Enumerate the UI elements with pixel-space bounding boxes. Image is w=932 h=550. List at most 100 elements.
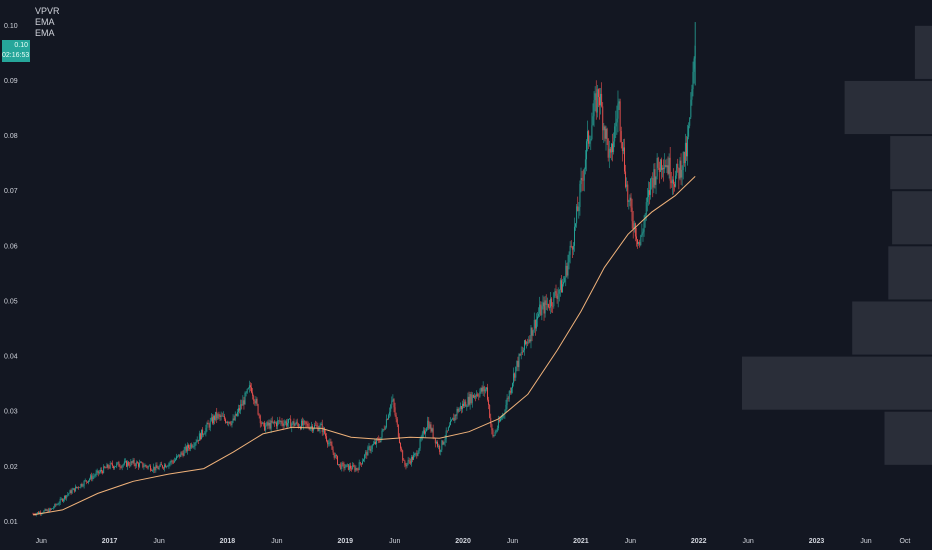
candle-body: [383, 429, 385, 430]
y-tick-label: 0.04: [4, 354, 18, 361]
candle-body: [246, 388, 248, 393]
candle-body: [566, 265, 568, 276]
candle-body: [263, 422, 264, 424]
candle-body: [145, 465, 147, 467]
candle-body: [650, 178, 652, 195]
candle-body: [225, 419, 226, 423]
candle-body: [493, 435, 495, 437]
candle-body: [468, 396, 470, 405]
indicator-ema-1[interactable]: EMA: [35, 17, 55, 27]
candle-body: [458, 408, 460, 412]
candle-body: [456, 408, 458, 416]
candle-body: [350, 465, 351, 469]
candle-body: [466, 406, 468, 408]
candle-body: [365, 452, 367, 455]
candle-body: [574, 226, 575, 246]
candle-body: [140, 462, 142, 464]
candle-body: [570, 245, 572, 247]
candle-body: [170, 460, 172, 463]
candle-body: [465, 401, 467, 407]
candle-body: [107, 464, 109, 468]
candle-body: [657, 157, 659, 168]
candle-body: [451, 419, 453, 421]
candle-body: [33, 513, 35, 515]
candle-body: [32, 513, 34, 515]
candle-body: [475, 395, 476, 397]
indicator-vpvr[interactable]: VPVR: [35, 6, 60, 16]
candle-body: [215, 411, 217, 420]
candle-body: [189, 447, 191, 449]
candle-body: [167, 466, 169, 467]
candle-body: [479, 391, 481, 397]
candle-body: [422, 430, 424, 434]
y-tick-label: 0.02: [4, 464, 18, 471]
candle-body: [549, 307, 550, 308]
candle-body: [53, 507, 55, 509]
candle-body: [427, 420, 429, 429]
candle-body: [280, 421, 282, 422]
candle-body: [172, 461, 174, 463]
candle-body: [276, 422, 278, 427]
candle-body: [681, 169, 683, 178]
candle-body: [627, 184, 629, 202]
candle-body: [223, 415, 225, 420]
candle-body: [407, 460, 409, 464]
candle-body: [665, 165, 667, 168]
candle-body: [467, 396, 469, 407]
candle-body: [667, 165, 669, 174]
candle-body: [153, 466, 155, 471]
x-tick-label: 2021: [573, 538, 589, 545]
candle-body: [393, 399, 395, 408]
candle-body: [64, 495, 65, 500]
candle-body: [620, 131, 622, 143]
candle-body: [558, 289, 560, 294]
candle-body: [634, 223, 636, 237]
candle-body: [678, 168, 680, 179]
x-tick-label: Jun: [271, 538, 282, 545]
candle-body: [677, 163, 679, 169]
candle-body: [676, 163, 678, 176]
indicator-ema-2[interactable]: EMA: [35, 28, 55, 38]
candle-body: [507, 398, 509, 399]
candle-body: [304, 420, 306, 422]
volume-profile-bar-6: [742, 356, 932, 410]
candle-body: [476, 394, 478, 397]
candle-body: [367, 447, 369, 456]
candle-body: [457, 408, 459, 412]
candle-body: [315, 425, 317, 426]
candle-body: [664, 165, 666, 170]
candle-body: [641, 233, 643, 236]
candle-body: [116, 463, 118, 467]
candle-body: [117, 462, 119, 464]
y-tick-label: 0.10: [4, 23, 18, 30]
candle-body: [588, 131, 590, 144]
candle-body: [516, 360, 518, 367]
candle-body: [236, 412, 238, 416]
candle-body: [401, 448, 403, 451]
candle-body: [487, 387, 488, 400]
candle-body: [294, 424, 296, 426]
candle-body: [605, 128, 607, 139]
candle-body: [533, 319, 535, 331]
candle-body: [295, 421, 297, 425]
candle-body: [515, 366, 517, 378]
candle-body: [338, 464, 339, 465]
candle-body: [159, 464, 161, 467]
candle-body: [656, 157, 658, 177]
candle-body: [99, 469, 101, 472]
candle-body: [663, 167, 665, 170]
candle-body: [234, 413, 236, 421]
candle-body: [396, 419, 398, 425]
candle-body: [86, 481, 88, 483]
candle-body: [355, 468, 357, 471]
candle-body: [93, 475, 95, 477]
candle-body: [645, 202, 647, 215]
candle-body: [542, 302, 544, 307]
x-tick-label: 2017: [102, 538, 118, 545]
candle-body: [127, 462, 129, 467]
candle-body: [256, 399, 258, 405]
candle-body: [148, 465, 150, 467]
candle-body: [544, 300, 546, 314]
candle-body: [163, 467, 164, 469]
